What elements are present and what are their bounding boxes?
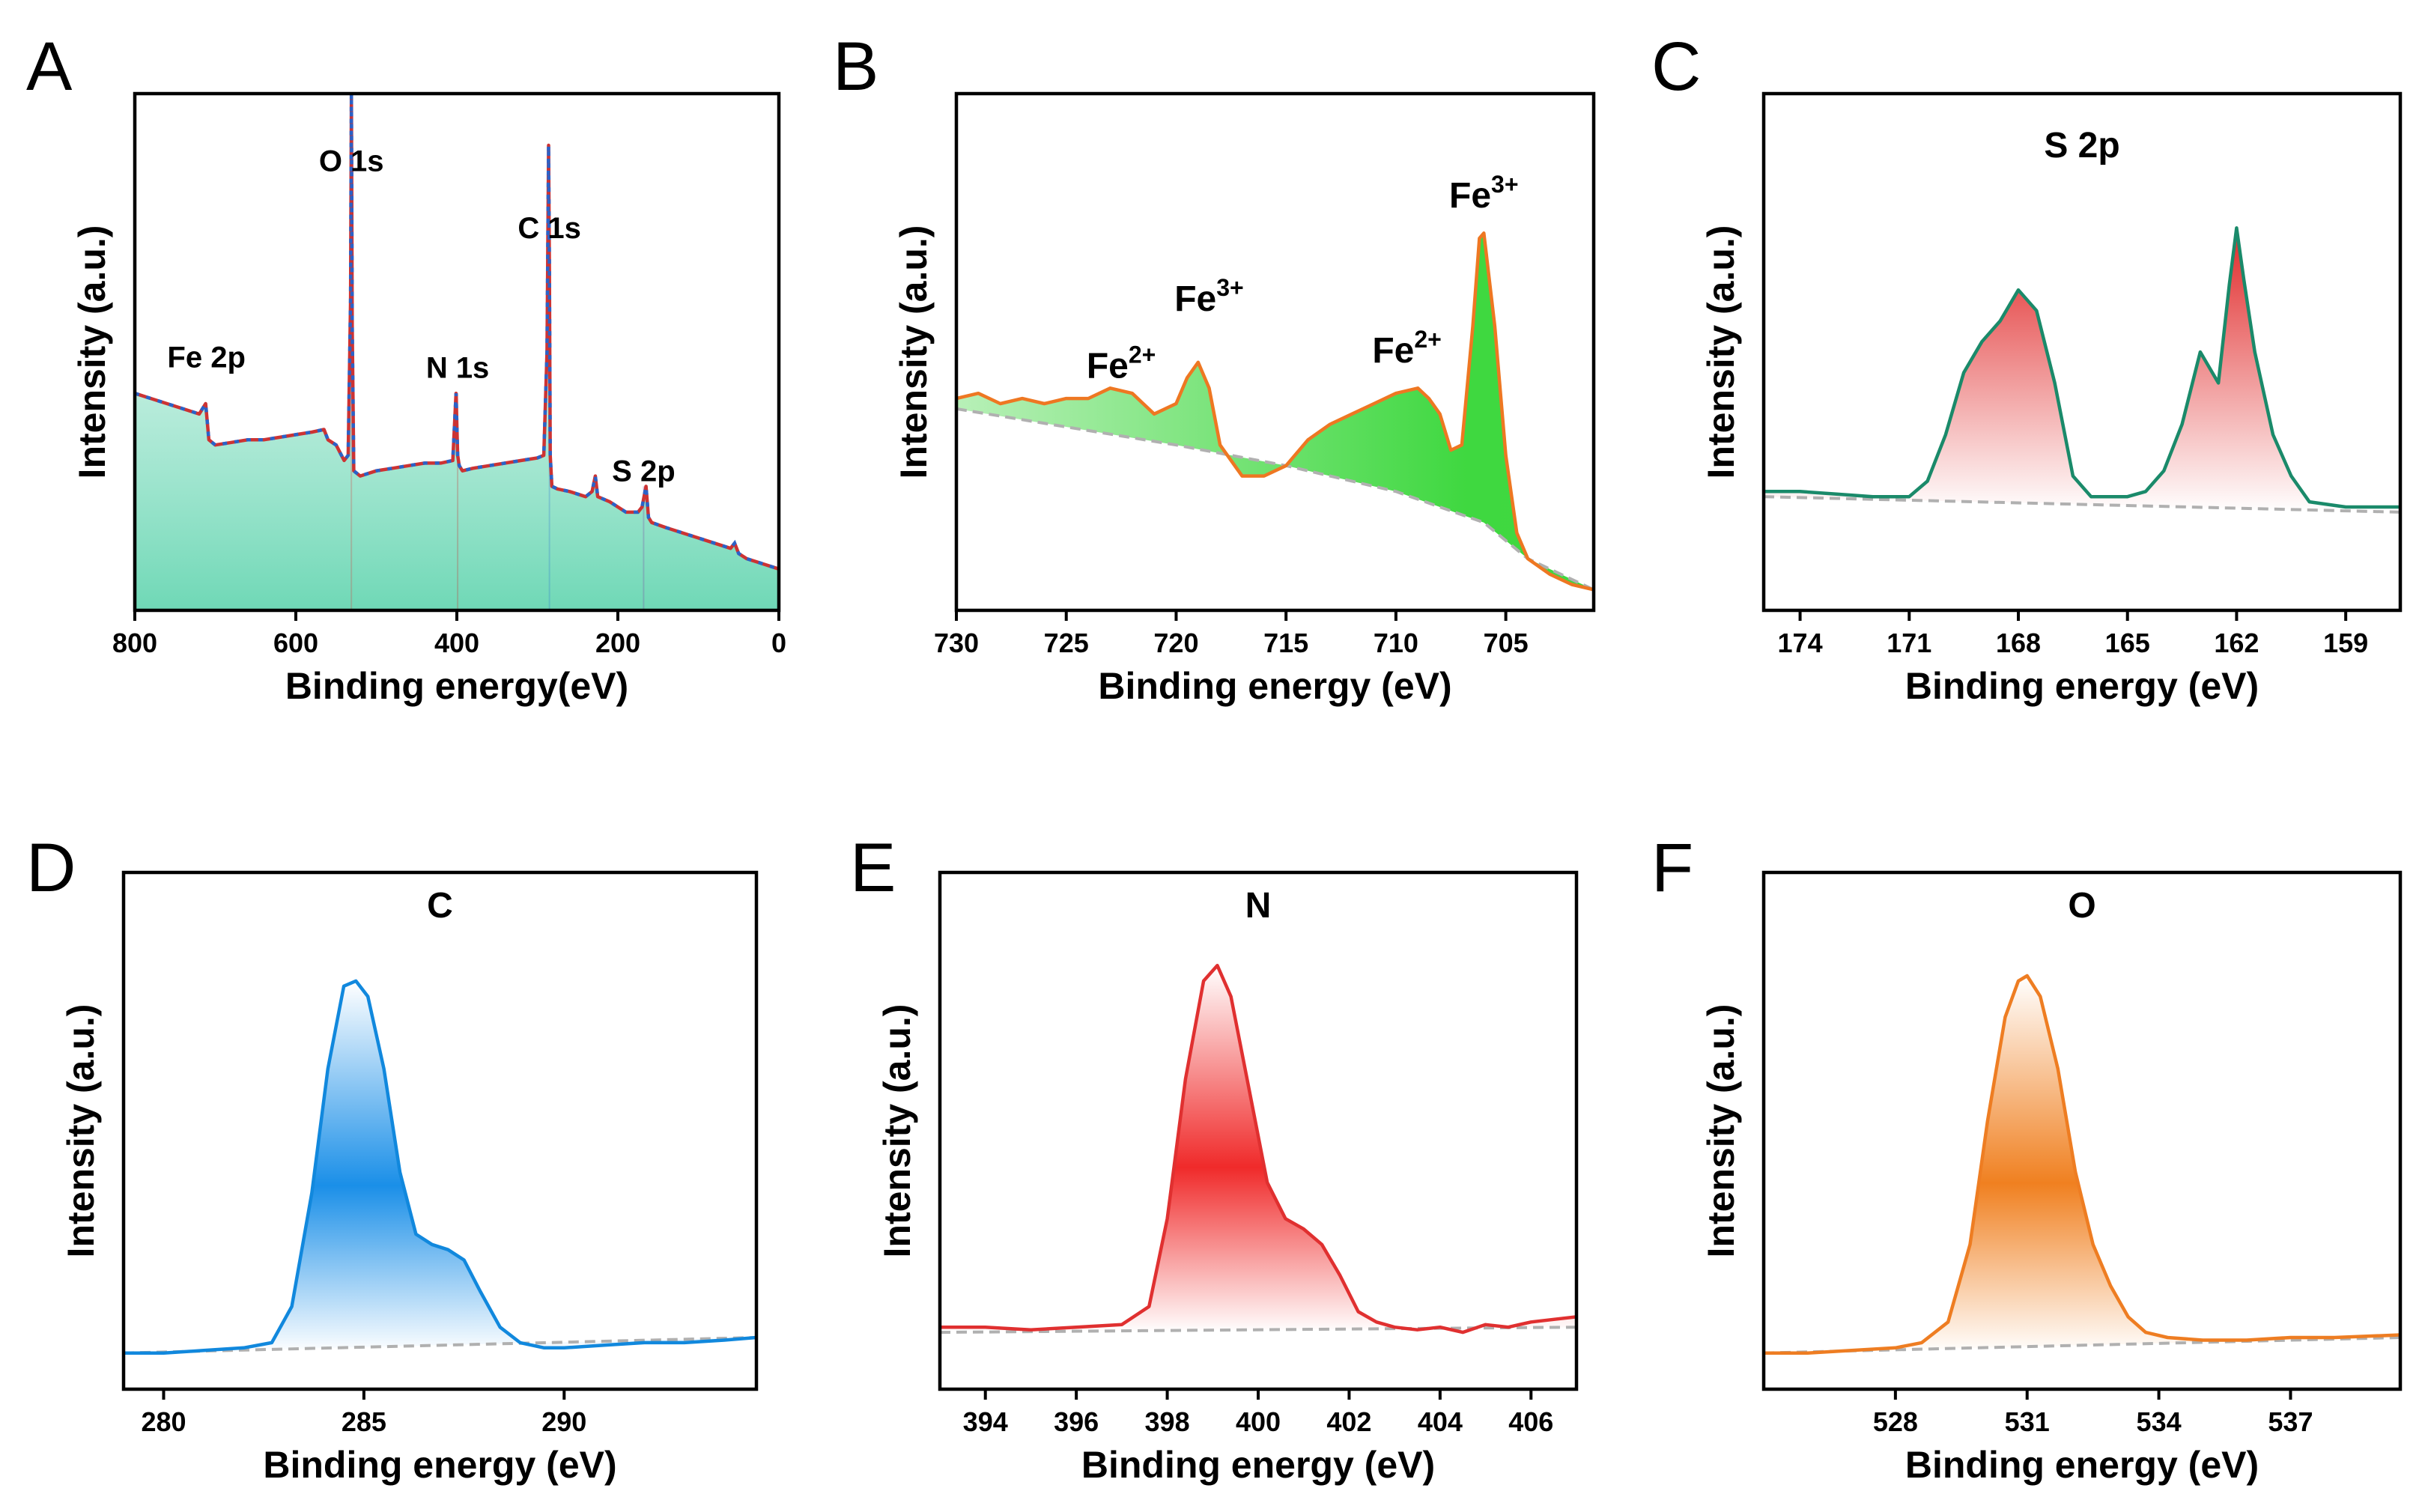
panel-title: S 2p [2044,126,2119,166]
x-tick-label: 200 [595,628,640,658]
x-tick-label: 406 [1508,1406,1553,1437]
spectrum-fill [124,980,756,1353]
peak-label-sup: 2+ [1414,326,1441,353]
panel-d: D 280 285 290 Binding energy (eV) Intensity (… [26,830,759,1486]
x-axis-title: Binding energy (eV) [1098,665,1451,707]
spectrum-line [1764,974,2400,1355]
x-tick-label: 400 [1236,1406,1281,1437]
plot-area [124,979,756,1355]
x-axis-title: Binding energy(eV) [285,665,628,707]
plot-area [1764,974,2400,1355]
x-tick-label: 725 [1044,628,1089,658]
x-tick-label: 531 [2005,1406,2050,1437]
spectrum-fill [1764,228,2400,512]
peak-label: O 1s [319,145,384,178]
peak-label: Fe3+ [1449,171,1519,216]
peak-label-sup: 3+ [1491,171,1518,198]
panel-f: F 528 531 534 537 Binding energy (eV) Intensit… [1651,830,2403,1486]
x-tick-label: 398 [1145,1406,1190,1437]
panel-letter: A [26,28,73,105]
x-tick-label: 400 [434,628,479,658]
spectrum-line-overlay [135,94,779,571]
x-tick-label: 290 [541,1406,586,1437]
y-axis-title: Intensity (a.u.) [60,1004,102,1258]
x-tick-label: 528 [1873,1406,1918,1437]
x-tick-label: 715 [1263,628,1308,658]
x-tick-label: 285 [342,1406,386,1437]
panel-b: B 730 725 720 715 710 705 Binding energy (eV) In… [833,28,1596,707]
x-tick-label: 600 [273,628,318,658]
peak-label: Fe 2p [167,341,245,374]
panel-letter: F [1651,830,1693,906]
panel-c: C 174 171 168 165 162 159 Binding energy (eV) In… [1651,28,2403,707]
x-tick-label: 710 [1374,628,1418,658]
x-tick-label: 404 [1418,1406,1463,1437]
spectrum-line [940,963,1576,1335]
spectrum-line [124,979,756,1355]
plot-frame [954,91,1596,613]
x-tick-label: 396 [1054,1406,1099,1437]
peak-label: Fe2+ [1372,326,1442,371]
panel-letter: E [850,830,896,906]
peak-label: N 1s [426,352,490,385]
x-tick-label: 800 [112,628,157,658]
y-axis-title: Intensity (a.u.) [893,225,935,479]
plot-frame [1761,870,2403,1391]
plot-area [940,963,1576,1335]
y-axis-title: Intensity (a.u.) [876,1004,918,1258]
plot-frame [1761,91,2403,613]
peak-label: S 2p [612,455,675,488]
x-tick-label: 537 [2268,1406,2313,1437]
baseline-line [1764,495,2400,514]
spectrum-line [956,231,1594,592]
x-tick-label: 168 [1996,628,2041,658]
x-tick-label: 720 [1153,628,1198,658]
x-tick-label: 165 [2105,628,2150,658]
peak-label: Fe3+ [1174,274,1244,319]
x-axis-title: Binding energy (eV) [1081,1444,1435,1486]
x-axis-title: Binding energy (eV) [263,1444,616,1486]
panel-letter: C [1651,28,1701,105]
peak-label-sup: 2+ [1129,341,1156,368]
x-tick-label: 280 [141,1406,186,1437]
x-tick-label: 159 [2323,628,2368,658]
spectrum-fill [956,233,1594,590]
panel-letter: B [833,28,878,105]
y-axis-title: Intensity (a.u.) [71,225,113,479]
peak-label-sup: 3+ [1216,274,1243,301]
x-axis-title: Binding energy (eV) [1905,1444,2259,1486]
y-axis-title: Intensity (a.u.) [1700,225,1742,479]
x-tick-label: 534 [2137,1406,2182,1437]
y-axis-title: Intensity (a.u.) [1700,1004,1742,1258]
x-tick-label: 705 [1484,628,1529,658]
plot-frame [121,870,759,1391]
panel-title: N [1245,886,1272,926]
x-tick-label: 394 [963,1406,1008,1437]
panel-letter: D [26,830,76,906]
panel-a: A 800 600 400 200 0 Binding energy(eV) Intensit… [26,28,786,707]
x-tick-label: 402 [1326,1406,1371,1437]
plot-area [956,231,1594,592]
x-tick-label: 162 [2214,628,2259,658]
peak-label: C 1s [518,212,581,245]
panel-e: E 394 396 398 400 402 404 406 Binding energy (eV… [850,830,1579,1486]
panel-title: O [2068,886,2095,926]
x-tick-label: 0 [771,628,786,658]
plot-area [135,94,779,610]
peak-label: Fe2+ [1087,341,1156,386]
x-tick-label: 171 [1887,628,1931,658]
spectrum-fill [1764,976,2400,1353]
spectrum-fill [940,965,1576,1333]
panel-title: C [427,886,453,926]
plot-area [1764,226,2400,514]
x-axis-title: Binding energy (eV) [1905,665,2259,707]
spectrum-fill [135,94,779,610]
x-tick-label: 174 [1778,628,1823,658]
x-tick-label: 730 [934,628,979,658]
spectrum-line [1764,226,2400,509]
